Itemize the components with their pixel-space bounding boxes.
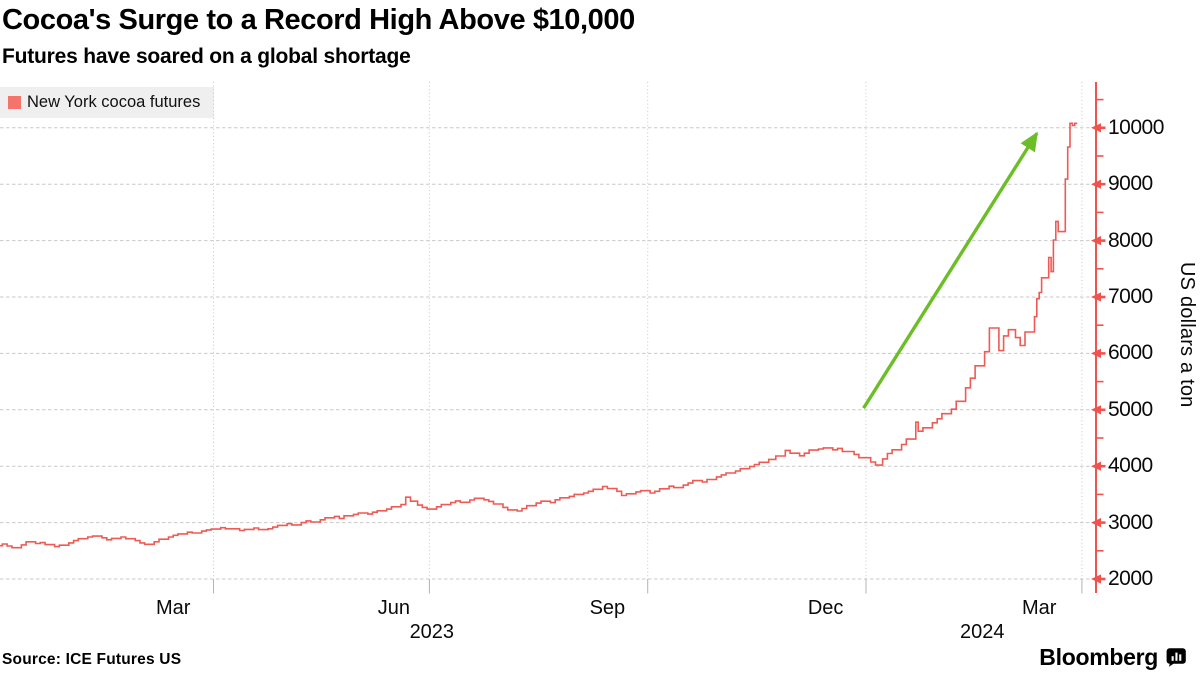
- y-axis-tick-label: 3000: [1108, 510, 1153, 534]
- x-axis-year-label: 2024: [960, 621, 1005, 643]
- chart-canvas: [0, 82, 1106, 594]
- x-axis-tick-label: Mar: [155, 597, 191, 619]
- x-axis-year-label: 2023: [409, 621, 455, 643]
- bloomberg-wordmark: Bloomberg: [1039, 644, 1158, 670]
- y-axis-tick-label: 7000: [1108, 285, 1153, 308]
- chart-title: Cocoa's Surge to a Record High Above $10…: [2, 4, 635, 36]
- bar-chart-bubble-icon: [1166, 648, 1186, 667]
- y-axis-tick-label: 9000: [1108, 172, 1153, 196]
- legend: New York cocoa futures: [0, 87, 215, 118]
- y-axis-tick-label: 6000: [1108, 341, 1153, 365]
- y-axis-tick-label: 2000: [1108, 567, 1153, 590]
- chart-subtitle: Futures have soared on a global shortage: [2, 45, 411, 68]
- y-axis: [1091, 82, 1106, 593]
- x-axis-tick-label: Dec: [807, 597, 844, 619]
- x-axis-tick-label: Sep: [589, 597, 626, 619]
- y-axis-tick-label: 4000: [1108, 454, 1153, 478]
- y-axis-tick-label: 8000: [1108, 228, 1153, 252]
- surge-arrow-icon: [862, 131, 1039, 410]
- y-axis-title: US dollars a ton: [1176, 262, 1198, 408]
- price-step-line: [0, 122, 1078, 549]
- y-axis-tick-label: 5000: [1108, 397, 1153, 421]
- source-note: Source: ICE Futures US: [2, 651, 182, 668]
- y-axis-tick-label: 10000: [1108, 115, 1164, 139]
- horizontal-gridlines: [0, 127, 1096, 580]
- bloomberg-logo: Bloomberg: [1039, 644, 1187, 671]
- x-axis-tick-label: Mar: [1021, 597, 1057, 619]
- x-axis-tick-label: Jun: [377, 597, 410, 619]
- legend-swatch-icon: [8, 96, 21, 109]
- legend-label: New York cocoa futures: [27, 93, 201, 111]
- vertical-gridlines: [213, 82, 1083, 594]
